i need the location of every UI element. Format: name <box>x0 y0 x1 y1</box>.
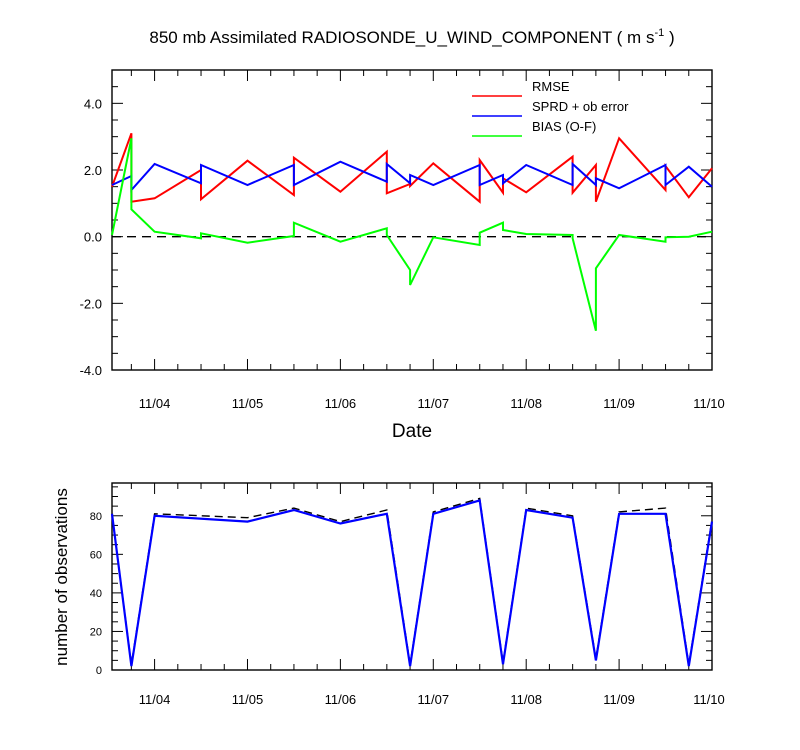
bottom-y-axis-label: number of observations <box>52 488 71 666</box>
top-y-tick-label: 4.0 <box>84 96 102 111</box>
top-y-tick-label: -4.0 <box>80 363 102 378</box>
top-x-tick-label: 11/05 <box>232 396 264 411</box>
top-x-tick-label: 11/06 <box>325 396 357 411</box>
legend: RMSE SPRD + ob error BIAS (O-F) <box>472 79 629 137</box>
series-line-bias-o-f <box>111 138 713 331</box>
series-line-sprd-ob-error <box>111 160 713 193</box>
top-x-axis: 11/04 11/05 11/06 11/07 11/08 11/09 11/10 <box>130 70 725 411</box>
top-y-tick-label: -2.0 <box>80 296 102 311</box>
chart-title: 850 mb Assimilated RADIOSONDE_U_WIND_COM… <box>149 27 674 47</box>
chart-title-tail: ) <box>664 28 674 47</box>
top-x-tick-label: 11/04 <box>139 396 171 411</box>
x-axis-label: Date <box>392 421 432 442</box>
obs-count-dashed-line <box>111 497 713 665</box>
legend-label: BIAS (O-F) <box>532 119 596 134</box>
top-y-tick-label: 2.0 <box>84 163 102 178</box>
top-x-tick-label: 11/08 <box>510 396 542 411</box>
top-plot-frame <box>111 69 713 371</box>
bottom-y-tick-label: 0 <box>96 665 102 677</box>
bottom-x-tick-label: 11/04 <box>139 692 171 707</box>
bottom-x-tick-label: 11/09 <box>603 692 635 707</box>
bottom-plot-frame <box>111 482 713 671</box>
top-panel: -4.0-2.00.02.04.0 11/04 11/05 11/06 11/07 11… <box>80 69 725 442</box>
top-y-tick-label: 0.0 <box>84 230 102 245</box>
legend-label: SPRD + ob error <box>532 99 629 114</box>
chart-title-units-exponent: -1 <box>654 27 664 39</box>
bottom-y-tick-label: 80 <box>90 511 102 523</box>
chart-title-main: 850 mb Assimilated RADIOSONDE_U_WIND_COM… <box>149 28 654 47</box>
bottom-x-tick-label: 11/07 <box>418 692 450 707</box>
top-x-tick-label: 11/10 <box>693 396 725 411</box>
bottom-series-group <box>110 497 714 667</box>
bottom-x-tick-label: 11/08 <box>510 692 542 707</box>
top-x-tick-label: 11/09 <box>603 396 635 411</box>
bottom-y-tick-label: 20 <box>90 626 102 638</box>
top-series-group <box>111 132 713 331</box>
bottom-y-axis: 0 20 40 60 80 <box>90 486 712 677</box>
bottom-x-axis: 11/04 11/05 11/06 11/07 11/08 11/09 11/10 <box>130 483 725 707</box>
bottom-y-tick-label: 40 <box>90 588 102 600</box>
bottom-x-tick-label: 11/05 <box>232 692 264 707</box>
top-y-axis: -4.0 -2.0 0.0 2.0 4.0 <box>80 69 712 378</box>
bottom-y-tick-label: 60 <box>90 549 102 561</box>
bottom-x-tick-label: 11/10 <box>693 692 725 707</box>
legend-label: RMSE <box>532 79 570 94</box>
obs-count-solid-line <box>110 498 714 667</box>
top-x-tick-label: 11/07 <box>418 396 450 411</box>
bottom-panel: 0 20 40 60 80 11/04 11/05 11/06 11/07 11/08 11/09… <box>52 482 725 707</box>
bottom-x-tick-label: 11/06 <box>325 692 357 707</box>
